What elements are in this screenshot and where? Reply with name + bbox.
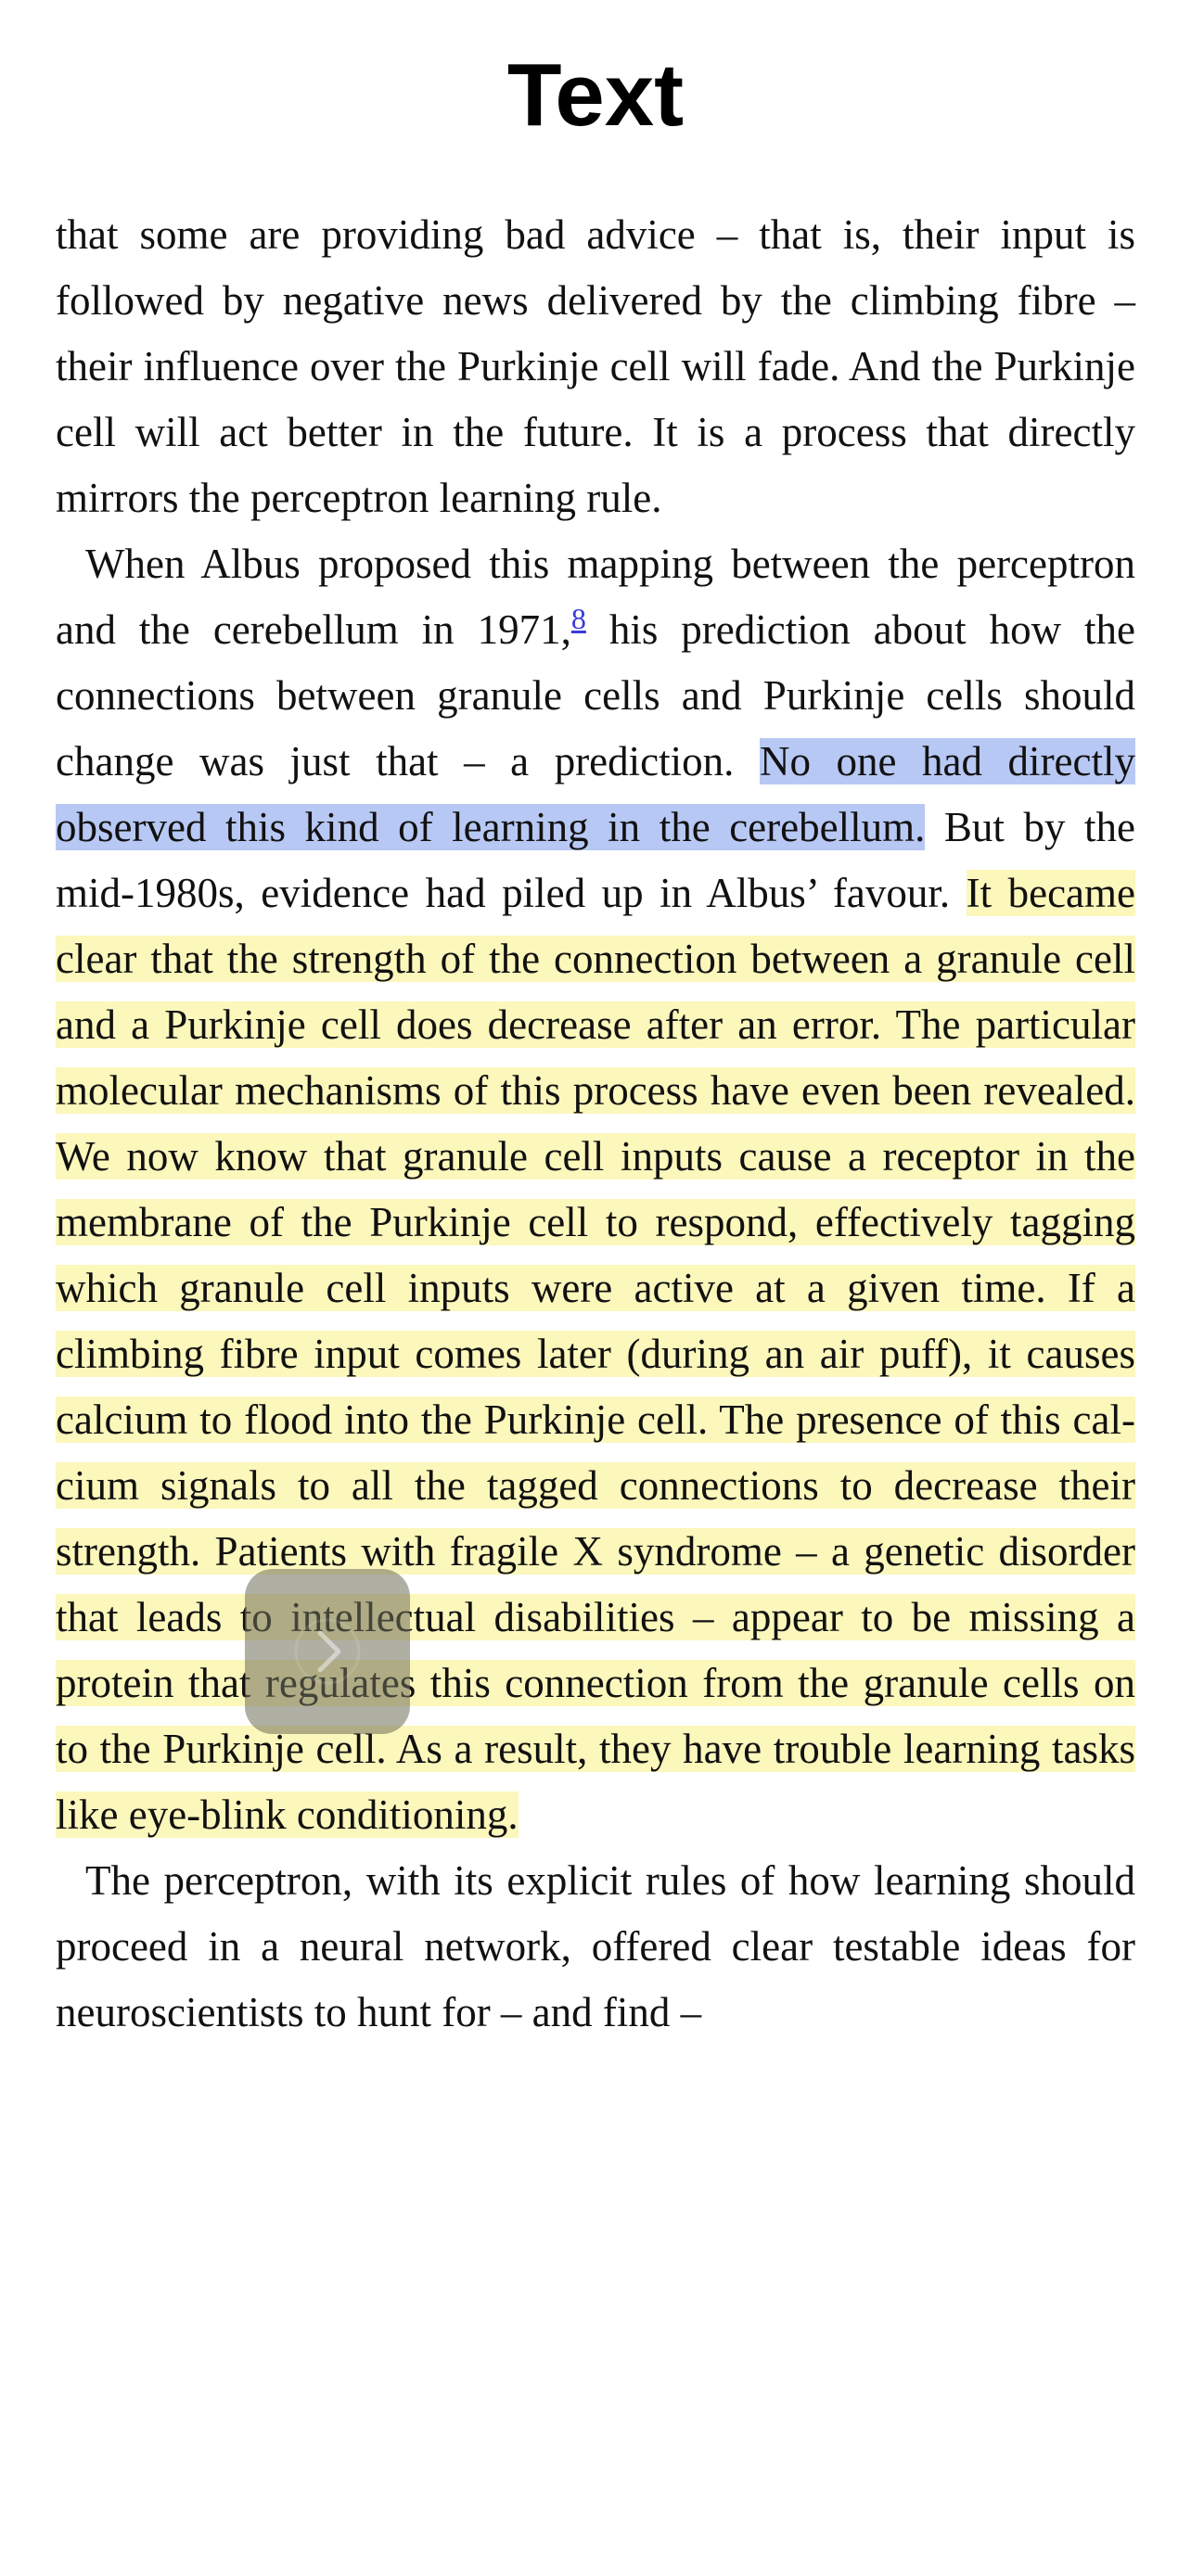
paragraph-2-text: his prediction about how the connections… (56, 606, 1135, 784)
footnote-link[interactable]: 8 (570, 602, 586, 635)
reading-text: that some are providing bad advice – tha… (56, 202, 1135, 2046)
next-page-button[interactable] (245, 1569, 410, 1734)
chevron-right-icon (294, 1618, 361, 1685)
paragraph-2: When Albus proposed this mapping between… (56, 531, 1135, 1848)
paragraph-2-text-start: When Albus proposed this mapping between… (56, 541, 1135, 653)
paragraph-1: that some are providing bad advice – tha… (56, 211, 1135, 521)
yellow-highlight[interactable]: It became clear that the strength of the… (56, 870, 1135, 1838)
paragraph-2-text-middle: But by the mid-1980s, evidence had piled… (56, 804, 1136, 916)
paragraph-3: The perceptron, with its explicit rules … (56, 1857, 1135, 2035)
page-title: Text (506, 45, 685, 145)
